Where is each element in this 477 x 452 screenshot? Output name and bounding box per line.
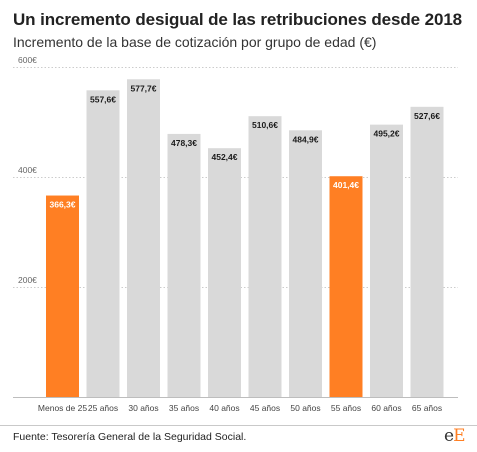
x-tick-label: 25 años (88, 403, 118, 413)
x-tick-label: 45 años (250, 403, 280, 413)
x-tick-label: 30 años (128, 403, 158, 413)
x-tick-label: 50 años (290, 403, 320, 413)
bar-6 (289, 130, 322, 397)
x-tick-label: 35 años (169, 403, 199, 413)
bars (13, 79, 458, 398)
x-tick-label: 55 años (331, 403, 361, 413)
value-label: 452,4€ (212, 152, 238, 162)
footer-divider (0, 425, 477, 426)
value-label: 401,4€ (333, 180, 359, 190)
value-label: 495,2€ (374, 129, 400, 139)
bar-1 (86, 90, 120, 397)
x-axis-ticks: Menos de 25 25 años 30 años 35 años 40 años 4… (38, 403, 442, 413)
value-label: 510,6€ (252, 120, 278, 130)
value-label: 557,6€ (90, 94, 116, 104)
source-note: Fuente: Tesorería General de la Segurida… (13, 431, 247, 443)
value-label: 478,3€ (171, 138, 197, 148)
value-label: 366,3€ (50, 200, 76, 210)
chart-subtitle: Incremento de la base de cotización por … (13, 34, 377, 50)
bar-5 (248, 116, 282, 398)
x-tick-label: Menos de 25 (38, 403, 87, 413)
bar-4 (208, 148, 241, 397)
y-tick-label: 400€ (18, 165, 37, 175)
bar-8 (370, 124, 403, 397)
x-tick-label: 65 años (412, 403, 442, 413)
bar-3 (167, 133, 201, 397)
bar-7 (329, 176, 363, 397)
value-label: 484,9€ (293, 134, 319, 144)
publisher-logo: eE (444, 426, 466, 446)
y-tick-label: 600€ (18, 55, 37, 65)
value-labels: 366,3€ 557,6€ 577,7€ 478,3€ 452,4€ 510,6€ 484,… (50, 83, 441, 209)
bar-0 (46, 195, 79, 397)
value-label: 577,7€ (131, 83, 157, 93)
chart-title: Un incremento desigual de las retribucio… (13, 10, 463, 29)
bar-chart: 200€ 400€ 600€ 366,3€ 557,6€ 577,7€ 478,3€ 452… (13, 55, 458, 413)
bar-9 (410, 106, 444, 397)
bar-2 (127, 79, 160, 397)
x-tick-label: 40 años (209, 403, 239, 413)
y-tick-label: 200€ (18, 275, 37, 285)
x-tick-label: 60 años (371, 403, 401, 413)
value-label: 527,6€ (414, 111, 440, 121)
